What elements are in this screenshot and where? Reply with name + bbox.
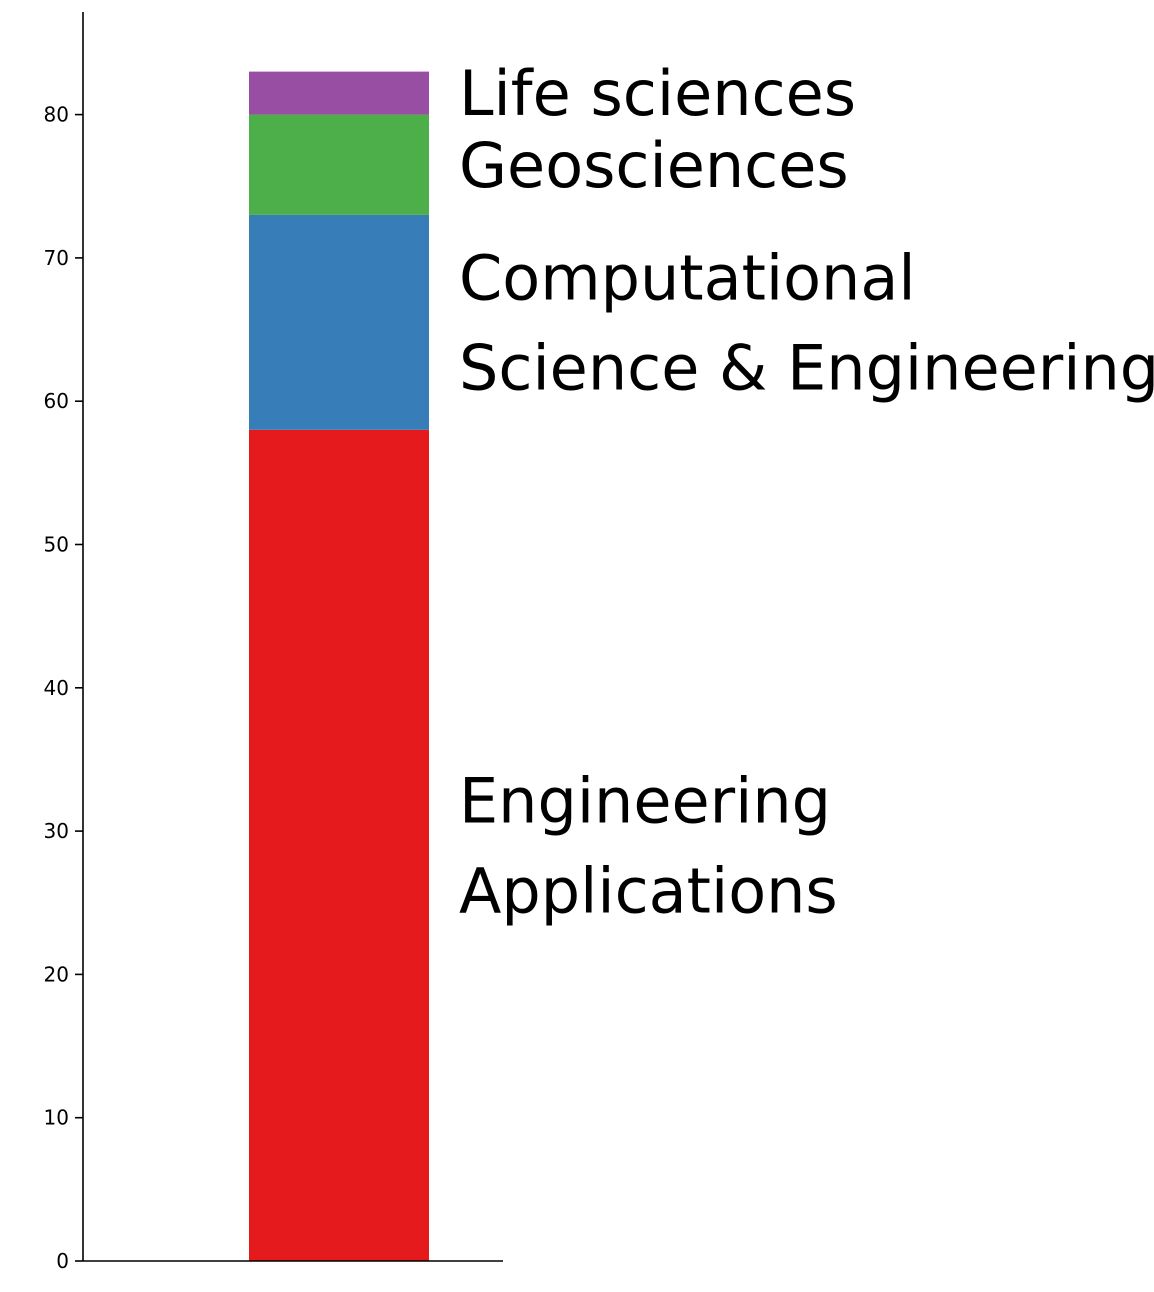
bar-segment-2: [249, 114, 429, 215]
segment-label-line: Engineering: [459, 764, 831, 837]
axes: 0 10 20 30 40 50 60 70 80: [44, 12, 503, 1273]
bar-segment-0: [249, 429, 429, 1261]
y-tick-label: 80: [44, 103, 69, 127]
segment-label-2: Geosciences: [459, 129, 849, 202]
segment-label-1: Computational Science & Engineering: [459, 241, 1154, 404]
bar-segment-3: [249, 71, 429, 115]
y-tick-label: 60: [44, 389, 69, 413]
y-tick-label: 30: [44, 819, 69, 843]
y-tick-label: 0: [56, 1249, 69, 1273]
y-tick-label: 50: [44, 533, 69, 557]
segment-labels: Engineering Applications Computational Scie…: [459, 57, 1154, 927]
bar-segments: [249, 71, 429, 1261]
y-tick-label: 70: [44, 246, 69, 270]
segment-label-line: Life sciences: [459, 57, 856, 130]
segment-label-0: Engineering Applications: [459, 764, 838, 927]
segment-label-line: Geosciences: [459, 129, 849, 202]
segment-label-3: Life sciences: [459, 57, 856, 130]
y-tick-label: 40: [44, 676, 69, 700]
segment-label-line: Computational: [459, 241, 916, 314]
segment-label-line: Science & Engineering: [459, 331, 1154, 404]
y-tick-label: 20: [44, 962, 69, 986]
segment-label-line: Applications: [459, 854, 838, 927]
bar-segment-1: [249, 214, 429, 430]
y-tick-label: 10: [44, 1106, 69, 1130]
